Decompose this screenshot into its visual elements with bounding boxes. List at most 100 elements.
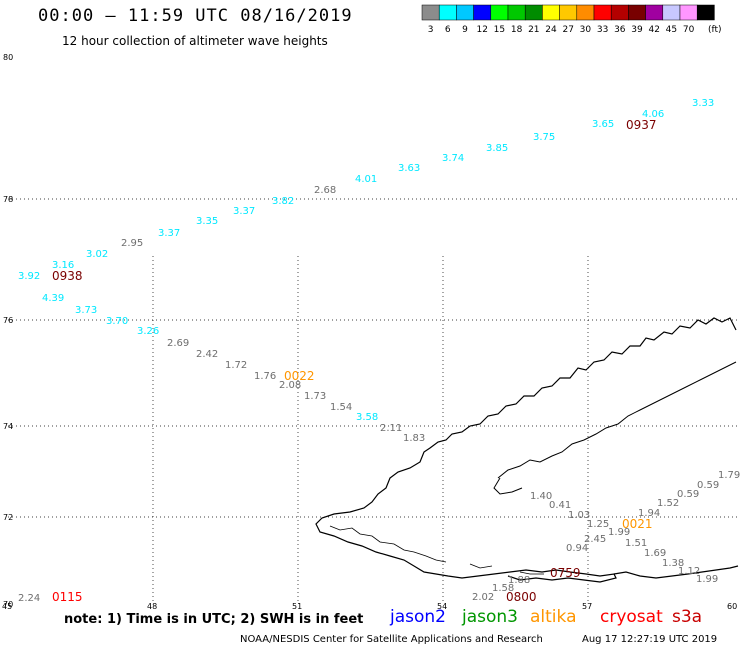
wave-height-label: 2.24	[18, 593, 40, 604]
wave-height-label: 2.68	[314, 185, 336, 196]
wave-height-label: 1.52	[657, 498, 679, 509]
wave-height-label: 2.42	[196, 349, 218, 360]
pass-time-label: 0937	[626, 118, 657, 132]
wave-height-label: 1.88	[508, 575, 530, 586]
wave-height-label: 2.45	[584, 534, 606, 545]
lon-label: 51	[292, 602, 302, 611]
pass-time-label: 0938	[52, 269, 83, 283]
color-legend: 3 6 9 12 15 18 21 24 27 30 33 36 39 42 45 70 (ft)	[421, 4, 722, 35]
observation-labels: 3.33 4.06 3.65 3.75 3.85 3.74 3.63 4.01 2.68 3.82…	[18, 98, 740, 604]
wave-height-label: 1.99	[696, 574, 718, 585]
legend-swatch	[610, 4, 629, 21]
wave-height-label: 3.65	[592, 119, 614, 130]
wave-height-label: 1.38	[662, 558, 684, 569]
lat-label: 72	[3, 513, 13, 522]
legend-label: 12	[476, 25, 487, 35]
wave-height-label: 1.72	[225, 360, 247, 371]
lon-label: 54	[437, 602, 447, 611]
satellite-altika: altika	[530, 607, 577, 627]
wave-height-label: 3.16	[52, 260, 74, 271]
satellite-cryosat: cryosat	[600, 607, 663, 627]
wave-height-label: 3.75	[533, 132, 555, 143]
legend-swatch	[628, 4, 646, 21]
pass-time-label: 0021	[622, 517, 653, 531]
legend-label: 27	[562, 25, 573, 35]
wave-height-label: 0.59	[677, 489, 699, 500]
credit-text: NOAA/NESDIS Center for Satellite Applica…	[240, 634, 543, 645]
legend-swatch	[696, 4, 715, 21]
legend-swatch	[473, 4, 492, 21]
wave-height-label: 2.69	[167, 338, 189, 349]
wave-height-label: 3.58	[356, 412, 378, 423]
wave-height-label: 1.76	[254, 371, 276, 382]
wave-height-label: 1.12	[678, 566, 700, 577]
lat-label: 76	[3, 316, 13, 325]
lon-label: 57	[582, 602, 592, 611]
wave-height-label: 2.95	[121, 238, 143, 249]
map-title: 00:00 – 11:59 UTC 08/16/2019	[38, 6, 353, 26]
legend-label: 42	[648, 25, 659, 35]
wave-height-label: 3.82	[272, 196, 294, 207]
wave-height-label: 3.37	[233, 206, 255, 217]
wave-height-label: 3.26	[137, 326, 159, 337]
legend-swatch	[421, 4, 440, 21]
legend-label: 36	[614, 25, 626, 35]
legend-label: 6	[445, 25, 451, 35]
wave-height-label: 1.25	[587, 519, 609, 530]
legend-label: 18	[511, 25, 523, 35]
wave-height-label: 2.11	[380, 423, 402, 434]
legend-label: 45	[666, 25, 677, 35]
coastline-inner	[493, 361, 737, 495]
legend-swatch	[524, 4, 543, 21]
legend-swatch	[576, 4, 595, 21]
legend-label: 15	[494, 25, 505, 35]
wave-height-label: 1.58	[492, 583, 514, 594]
coastline-detail	[329, 525, 544, 575]
wave-height-label: 0.59	[697, 480, 719, 491]
legend-swatch	[438, 4, 457, 21]
wave-height-label: 0.94	[566, 543, 588, 554]
wave-height-label: 0.41	[549, 500, 571, 511]
pass-time-label: 0115	[52, 590, 83, 604]
legend-label: 9	[462, 25, 468, 35]
pass-time-label: 0759	[550, 566, 581, 580]
wave-height-label: 3.02	[86, 249, 108, 260]
footer-note: note: 1) Time is in UTC; 2) SWH is in fe…	[64, 612, 364, 627]
wave-height-label: 4.01	[355, 174, 377, 185]
wave-height-label: 3.33	[692, 98, 714, 109]
wave-height-label: 3.92	[18, 271, 40, 282]
legend-label: 30	[580, 25, 592, 35]
lon-label: 60	[727, 602, 737, 611]
lat-label: 74	[3, 422, 13, 431]
legend-swatch	[507, 4, 526, 21]
lon-label: 48	[147, 602, 157, 611]
legend-label: 3	[428, 25, 434, 35]
generation-timestamp: Aug 17 12:27:19 UTC 2019	[582, 634, 718, 645]
pass-time-label: 0800	[506, 590, 537, 604]
wave-height-label: 3.70	[106, 316, 128, 327]
wave-height-label: 1.03	[568, 510, 590, 521]
wave-height-label: 3.73	[75, 305, 97, 316]
wave-height-label: 4.39	[42, 293, 64, 304]
wave-height-label: 4.06	[642, 109, 664, 120]
pass-time-labels: 0937 0938 0022 0021 0759 0800 0115	[52, 118, 657, 604]
legend-swatch	[662, 4, 681, 21]
coastline	[315, 317, 737, 583]
legend-label: 39	[631, 25, 643, 35]
wave-height-label: 1.94	[638, 508, 660, 519]
wave-height-label: 1.69	[644, 548, 666, 559]
wave-height-label: 1.73	[304, 391, 326, 402]
legend-label: 33	[597, 25, 608, 35]
wave-height-label: 3.85	[486, 143, 508, 154]
coastline-south	[613, 565, 739, 579]
map-subtitle: 12 hour collection of altimeter wave hei…	[62, 34, 328, 48]
legend-swatch	[542, 4, 560, 21]
legend-label: 24	[545, 25, 557, 35]
legend-swatch	[645, 4, 664, 21]
legend-unit: (ft)	[708, 25, 722, 35]
legend-swatch	[593, 4, 612, 21]
wave-height-label: 3.74	[442, 153, 464, 164]
satellite-jason3: jason3	[462, 607, 518, 627]
wave-height-label: 3.35	[196, 216, 218, 227]
